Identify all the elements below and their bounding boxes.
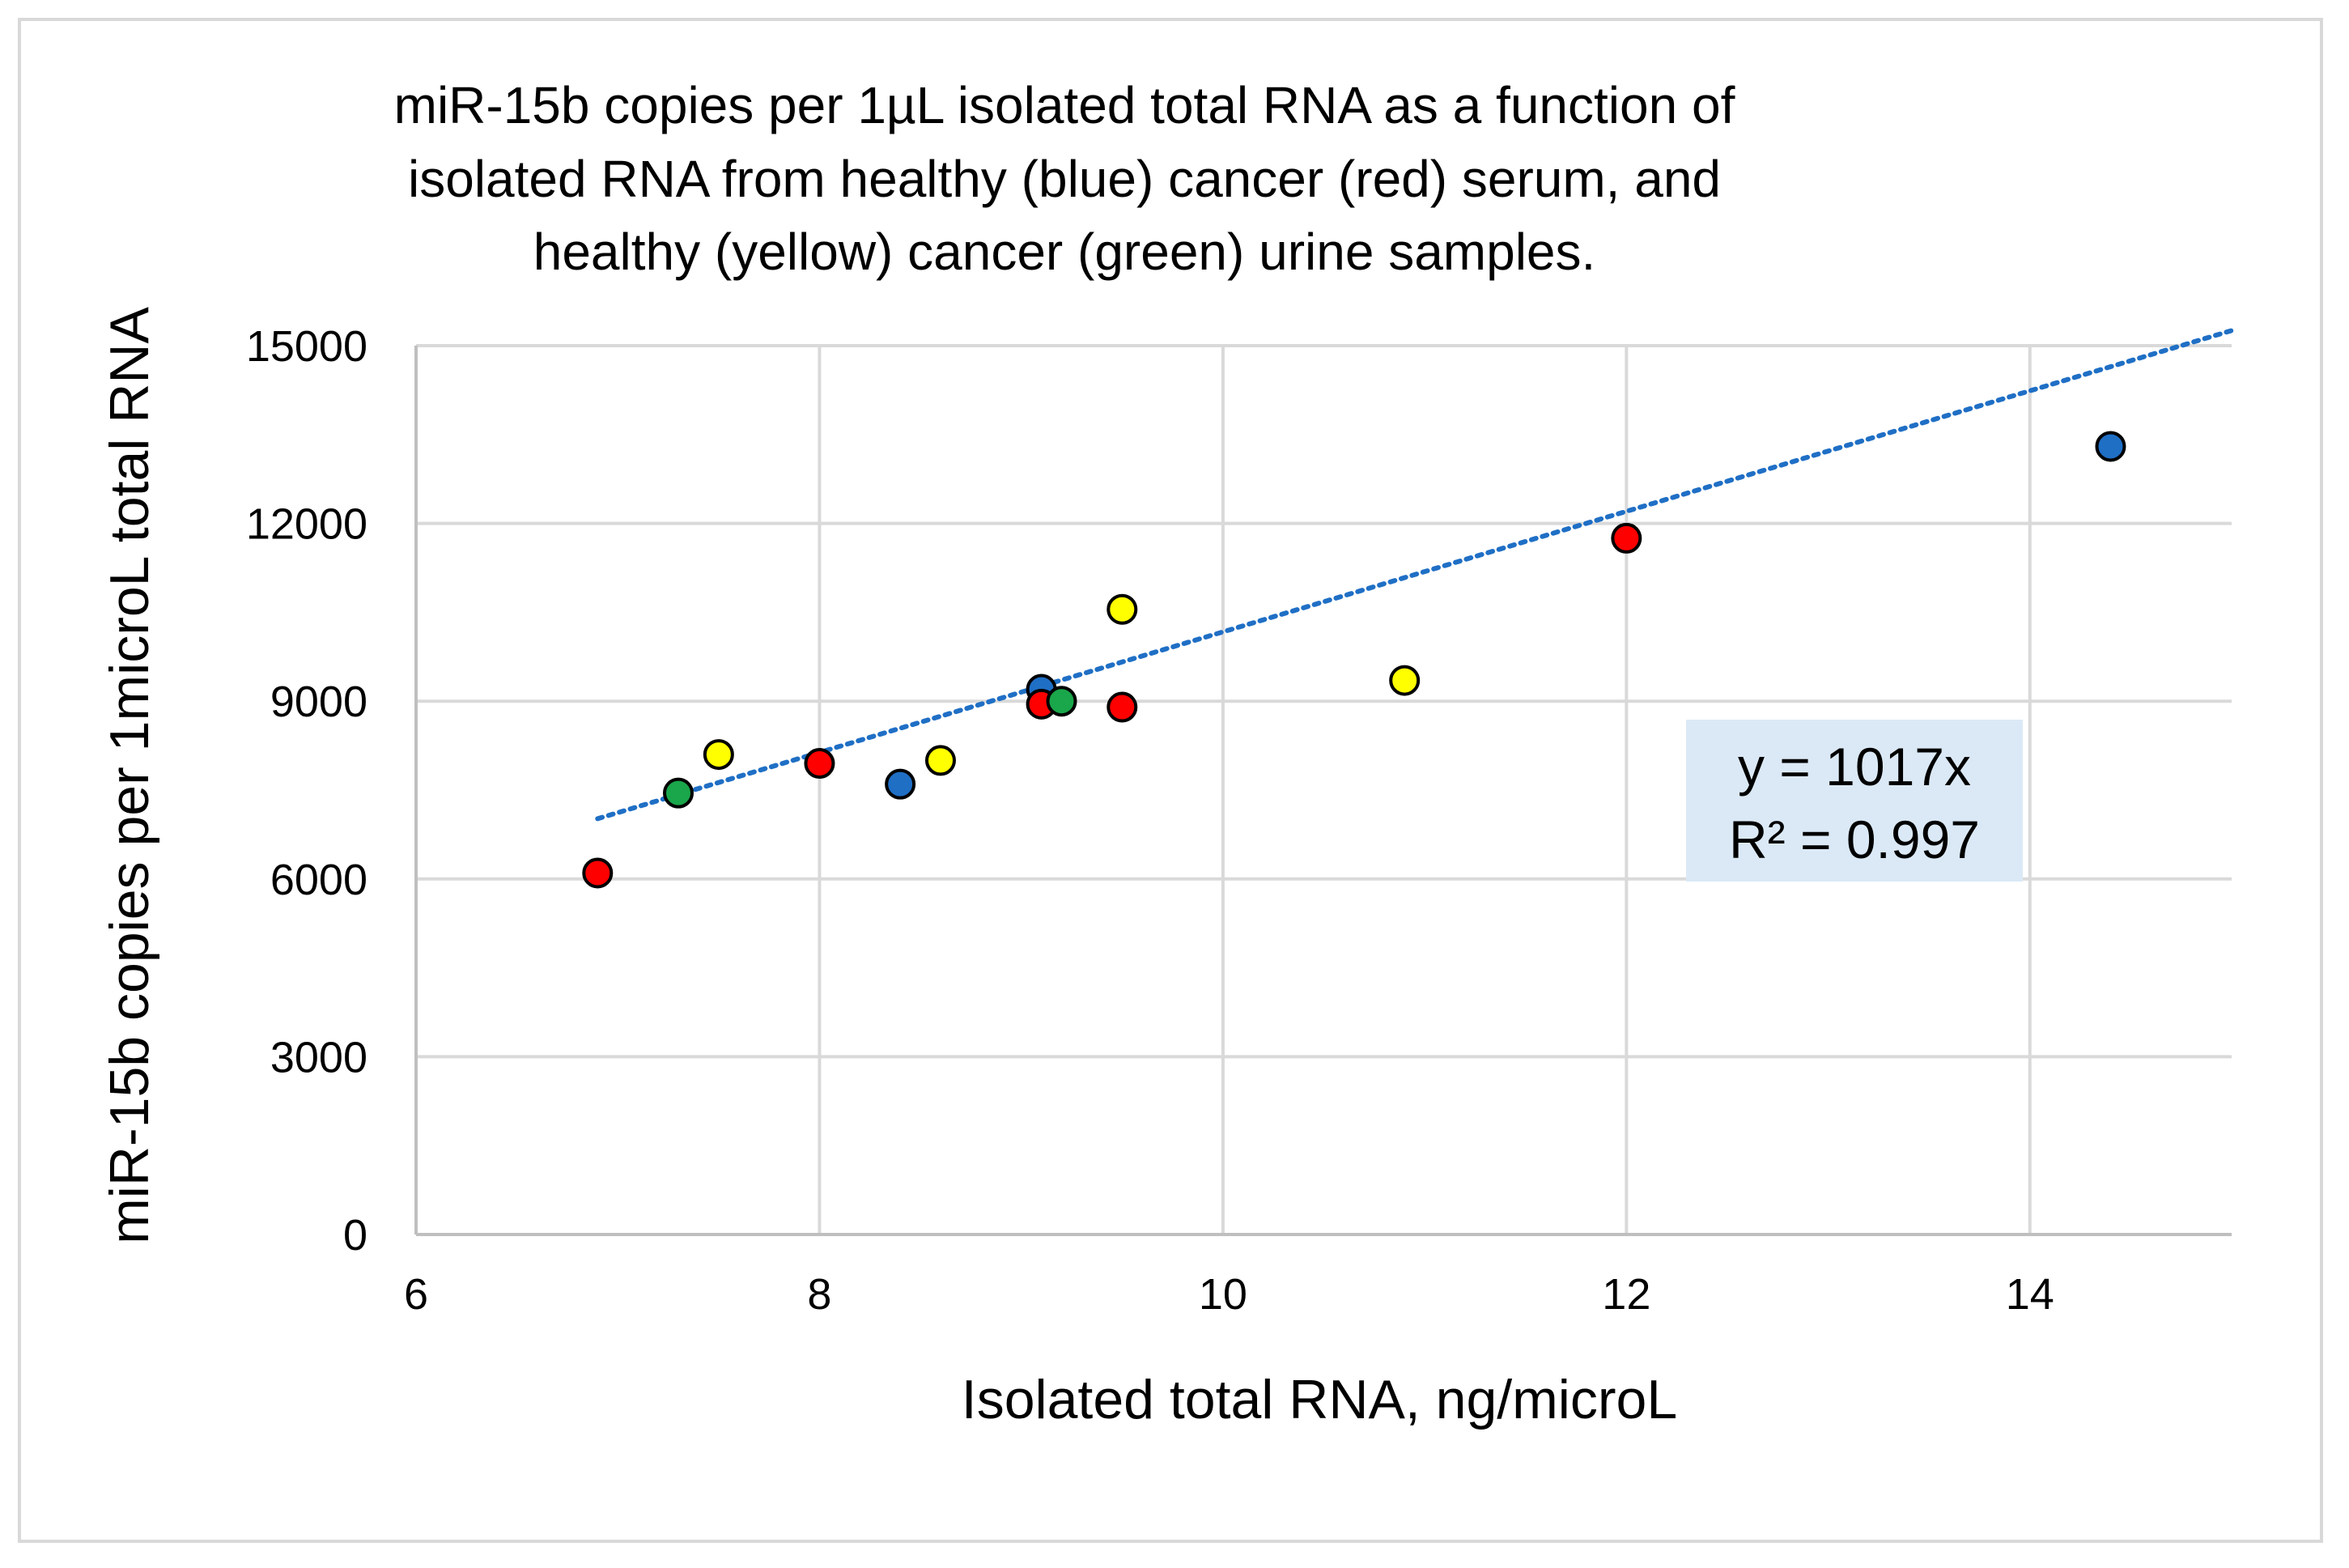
data-point xyxy=(804,748,835,780)
x-tick-label: 8 xyxy=(807,1270,831,1319)
data-point xyxy=(924,745,956,776)
y-tick-label: 6000 xyxy=(270,856,367,904)
chart-title-line-1: miR-15b copies per 1µL isolated total RN… xyxy=(394,76,1735,134)
trendline xyxy=(595,328,2234,822)
data-point xyxy=(1107,691,1138,723)
trendline-equation: y = 1017x xyxy=(1738,737,1971,797)
x-tick-label: 14 xyxy=(2006,1270,2054,1319)
equation-box-background xyxy=(1686,720,2023,882)
chart-title-line-2: isolated RNA from healthy (blue) cancer … xyxy=(408,150,1721,208)
y-tick-label: 12000 xyxy=(246,500,367,549)
chart-frame xyxy=(18,18,2323,1543)
trendline-equation-box: y = 1017x R² = 0.997 xyxy=(1686,720,2023,882)
trendline-r-squared: R² = 0.997 xyxy=(1729,809,1980,869)
data-point xyxy=(582,857,614,889)
data-point xyxy=(1046,686,1077,717)
data-points xyxy=(582,431,2126,889)
y-tick-label: 15000 xyxy=(246,322,367,371)
data-point xyxy=(1389,665,1421,696)
data-point xyxy=(662,777,694,809)
data-point xyxy=(2095,431,2126,462)
data-point xyxy=(885,768,916,800)
x-tick-label: 6 xyxy=(404,1270,428,1319)
data-point xyxy=(1107,593,1138,625)
data-point xyxy=(703,739,734,771)
chart-title-line-3: healthy (yellow) cancer (green) urine sa… xyxy=(533,223,1596,281)
axes xyxy=(414,346,2232,1236)
x-axis-label: Isolated total RNA, ng/microL xyxy=(962,1369,1677,1430)
tick-labels: 0 3000 6000 9000 12000 15000 6 8 10 12 14 xyxy=(246,322,2054,1319)
y-axis-label: miR-15b copies per 1microL total RNA xyxy=(99,307,160,1244)
chart-title: miR-15b copies per 1µL isolated total RN… xyxy=(394,76,1735,281)
x-tick-label: 10 xyxy=(1199,1270,1247,1319)
trendline-layer xyxy=(595,328,2234,822)
data-point xyxy=(1611,522,1642,554)
y-tick-label: 9000 xyxy=(270,678,367,726)
y-tick-label: 0 xyxy=(343,1211,367,1260)
x-tick-label: 12 xyxy=(1602,1270,1650,1319)
y-tick-label: 3000 xyxy=(270,1033,367,1081)
